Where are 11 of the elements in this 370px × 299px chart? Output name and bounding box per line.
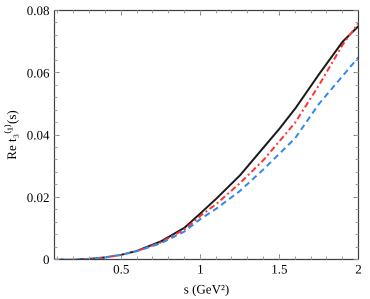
x-axis-title: s (GeV²) — [184, 282, 230, 296]
x-tick-label: 0.5 — [113, 262, 130, 276]
x-tick-label: 2 — [355, 262, 362, 276]
x-tick-label: 1.5 — [271, 262, 288, 276]
y-axis-title: Re t₃⁽¹⁾(s) — [4, 110, 19, 160]
y-tick-label: 0.02 — [26, 190, 50, 205]
x-tick-label: 1 — [197, 262, 204, 276]
y-tick-label: 0.06 — [26, 65, 50, 80]
y-tick-label: 0.08 — [26, 3, 50, 18]
y-tick-label: 0.04 — [26, 128, 50, 142]
y-tick-label: 0 — [43, 252, 50, 267]
